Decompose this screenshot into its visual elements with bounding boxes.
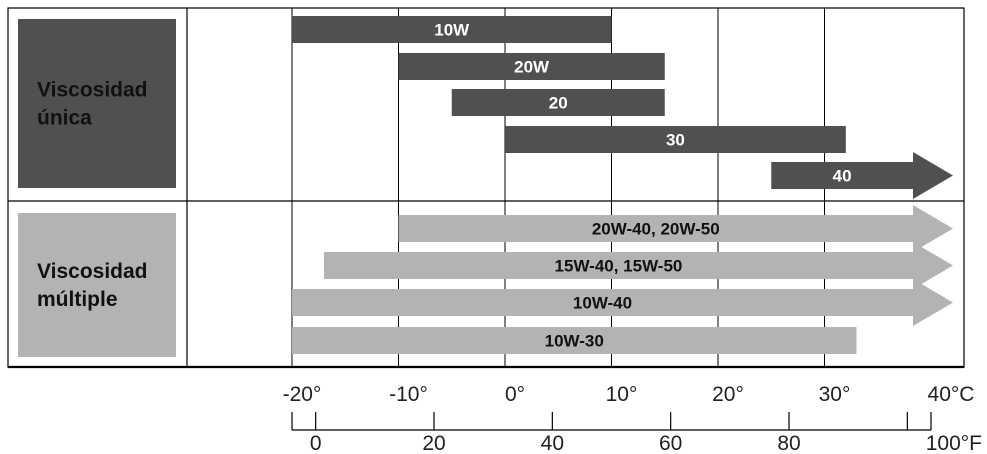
bar-15w-40-15w-50-arrow xyxy=(323,242,953,289)
celsius-tick-label: 10° xyxy=(606,383,638,406)
fahrenheit-tick-label: 100°F xyxy=(926,432,982,454)
bar-10w-40-arrow xyxy=(292,279,953,326)
bar-20w-40-20w-50-arrow xyxy=(398,205,953,252)
bar-40-arrow xyxy=(771,152,953,199)
celsius-tick-label: -20° xyxy=(283,383,322,406)
celsius-tick-label: -10° xyxy=(389,383,428,406)
group-label-box-1 xyxy=(18,213,176,357)
fahrenheit-tick-label: 0 xyxy=(310,432,322,454)
celsius-tick-label: 20° xyxy=(712,383,744,406)
group-label-line: única xyxy=(37,107,92,130)
bar-10w-30 xyxy=(292,327,857,354)
fahrenheit-tick-label: 40 xyxy=(541,432,564,454)
fahrenheit-axis: 0 20 40 60 80 100°F xyxy=(291,412,982,454)
bar-30 xyxy=(505,126,846,153)
viscosity-groups: Viscosidad única Viscosidad múltiple xyxy=(18,19,176,357)
bar-20w-40-20w-50-label: 20W-40, 20W-50 xyxy=(592,220,720,239)
bar-20w xyxy=(398,53,665,80)
celsius-tick-label: 40°C xyxy=(928,383,975,406)
celsius-tick-label: 30° xyxy=(819,383,851,406)
group-label-box-0 xyxy=(18,19,176,188)
bar-10w-label: 10W xyxy=(434,21,470,40)
bar-15w-40-15w-50-label: 15W-40, 15W-50 xyxy=(555,257,683,276)
bar-20-label: 20 xyxy=(549,94,568,113)
bar-20w-label: 20W xyxy=(514,58,550,77)
bar-10w-30-label: 10W-30 xyxy=(545,332,604,351)
fahrenheit-tick-label: 60 xyxy=(659,432,682,454)
chart-frame xyxy=(7,7,965,369)
bar-10w-40-label: 10W-40 xyxy=(573,294,632,313)
group-label-0: Viscosidad única xyxy=(37,79,148,130)
bar-30-label: 30 xyxy=(666,131,685,150)
fahrenheit-tick-label: 20 xyxy=(422,432,445,454)
celsius-tick-label: 0° xyxy=(505,383,525,406)
group-label-line: Viscosidad xyxy=(37,260,148,283)
bar-20 xyxy=(451,89,665,116)
group-label-line: múltiple xyxy=(37,288,118,311)
celsius-axis: -20° -10° 0° 10° 20° 30° 40°C xyxy=(283,383,975,406)
bar-40-label: 40 xyxy=(833,167,852,186)
fahrenheit-tick-label: 80 xyxy=(777,432,800,454)
bar-10w xyxy=(292,16,612,43)
group-label-line: Viscosidad xyxy=(37,79,148,102)
range-bars: 10W 20W 20 30 40 20W-40, 20W-50 15W-40, 15W-50… xyxy=(292,16,953,354)
group-label-1: Viscosidad múltiple xyxy=(37,260,148,311)
